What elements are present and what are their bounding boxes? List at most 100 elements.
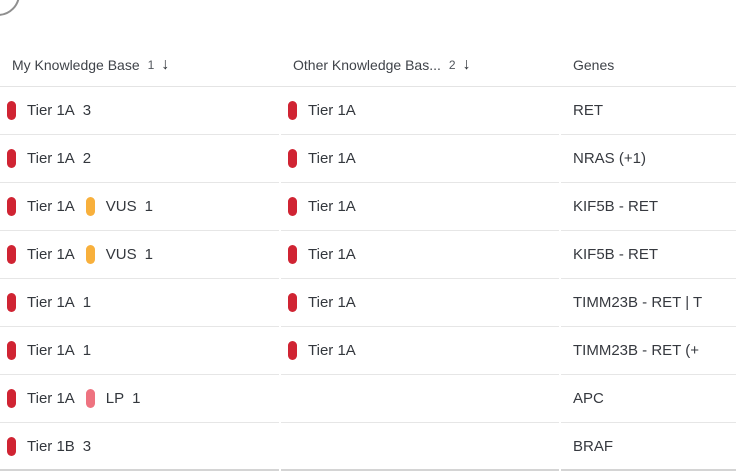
tier-badge: Tier 1A bbox=[288, 293, 356, 312]
variant-count: 3 bbox=[82, 102, 92, 119]
tier-label: Tier 1A bbox=[308, 150, 356, 167]
tier-pill-icon bbox=[85, 389, 95, 408]
column-header-other-knowledge-bases[interactable]: Other Knowledge Bas... 2 ↓ bbox=[281, 44, 559, 86]
genes-cell: KIF5B - RET bbox=[561, 183, 736, 231]
my-knowledge-base-cell: Tier 1A 1 bbox=[0, 327, 279, 375]
tier-label: VUS bbox=[105, 246, 137, 263]
tier-badge: Tier 1A 1 bbox=[7, 293, 91, 312]
my-knowledge-base-cell: Tier 1A VUS 1 bbox=[0, 231, 279, 279]
tier-pill-icon bbox=[7, 197, 16, 216]
column-label: My Knowledge Base bbox=[12, 57, 140, 73]
tier-badge: VUS 1 bbox=[85, 245, 153, 264]
column-header-my-knowledge-base[interactable]: My Knowledge Base 1 ↓ bbox=[0, 44, 279, 86]
tier-label: Tier 1A bbox=[308, 294, 356, 311]
tier-badge: Tier 1A bbox=[288, 341, 356, 360]
tier-pill-icon bbox=[288, 197, 297, 216]
variant-count: 1 bbox=[132, 390, 141, 407]
my-knowledge-base-cell: Tier 1A LP 1 bbox=[0, 375, 279, 423]
table-header-row: My Knowledge Base 1 ↓ Other Knowledge Ba… bbox=[0, 44, 736, 87]
tier-badge: Tier 1B 3 bbox=[7, 436, 92, 456]
sort-order-number: 2 bbox=[448, 58, 456, 72]
tier-pill-icon bbox=[7, 341, 16, 360]
variant-count: 1 bbox=[144, 246, 153, 263]
table-row[interactable]: Tier 1A VUS 1 Tier 1A KIF5B - RET bbox=[0, 231, 736, 279]
table-row[interactable]: Tier 1A VUS 1 Tier 1A KIF5B - RET bbox=[0, 183, 736, 231]
sort-order-number: 1 bbox=[147, 58, 155, 72]
column-header-genes[interactable]: Genes bbox=[561, 44, 736, 86]
tier-label: Tier 1A bbox=[308, 198, 356, 215]
tier-badge: Tier 1A 3 bbox=[7, 101, 91, 120]
tier-pill-icon bbox=[288, 149, 297, 168]
variant-count: 1 bbox=[82, 342, 92, 359]
variant-count: 3 bbox=[82, 437, 92, 455]
column-label: Genes bbox=[573, 57, 615, 73]
genes-cell: TIMM23B - RET | T bbox=[561, 279, 736, 327]
my-knowledge-base-cell: Tier 1A 3 bbox=[0, 87, 279, 135]
tier-pill-icon bbox=[85, 197, 95, 216]
genes-cell: NRAS (+1) bbox=[561, 135, 736, 183]
tier-pill-icon bbox=[7, 436, 16, 456]
other-knowledge-bases-cell: Tier 1A bbox=[281, 183, 559, 231]
my-knowledge-base-cell: Tier 1B 3 bbox=[0, 423, 279, 471]
variant-count: 2 bbox=[82, 150, 92, 167]
my-knowledge-base-cell: Tier 1A VUS 1 bbox=[0, 183, 279, 231]
table-row[interactable]: Tier 1B 3 BRAF bbox=[0, 423, 736, 471]
tier-badge: Tier 1A 2 bbox=[7, 149, 91, 168]
genes-cell: RET bbox=[561, 87, 736, 135]
other-knowledge-bases-cell: Tier 1A bbox=[281, 231, 559, 279]
tier-badge: Tier 1A 1 bbox=[7, 341, 91, 360]
tier-badge: Tier 1A bbox=[288, 245, 356, 264]
tier-pill-icon bbox=[288, 101, 297, 120]
tier-label: Tier 1A bbox=[27, 246, 75, 263]
table-row[interactable]: Tier 1A 3 Tier 1A RET bbox=[0, 87, 736, 135]
other-knowledge-bases-cell bbox=[281, 375, 559, 423]
sort-descending-arrow-icon[interactable]: ↓ bbox=[462, 56, 471, 73]
tier-badge: Tier 1A bbox=[288, 197, 356, 216]
genes-cell: BRAF bbox=[561, 423, 736, 471]
genes-cell: APC bbox=[561, 375, 736, 423]
tier-badge: Tier 1A bbox=[7, 197, 75, 216]
tier-label: Tier 1A bbox=[27, 342, 75, 359]
tier-label: Tier 1A bbox=[27, 102, 75, 119]
tier-badge: Tier 1A bbox=[7, 389, 75, 408]
table-row[interactable]: Tier 1A LP 1 APC bbox=[0, 375, 736, 423]
corner-arc-decoration bbox=[0, 0, 20, 16]
tier-label: Tier 1A bbox=[27, 294, 75, 311]
tier-badge: Tier 1A bbox=[7, 245, 75, 264]
variant-count: 1 bbox=[144, 198, 153, 215]
column-label: Other Knowledge Bas... bbox=[293, 57, 441, 73]
tier-label: Tier 1A bbox=[27, 150, 75, 167]
tier-badge: VUS 1 bbox=[85, 197, 153, 216]
tier-pill-icon bbox=[7, 389, 16, 408]
tier-pill-icon bbox=[7, 149, 16, 168]
tier-label: Tier 1A bbox=[308, 342, 356, 359]
tier-pill-icon bbox=[85, 245, 95, 264]
tier-badge: Tier 1A bbox=[288, 149, 356, 168]
tier-label: Tier 1B bbox=[27, 437, 75, 455]
tier-pill-icon bbox=[7, 293, 16, 312]
sort-descending-arrow-icon[interactable]: ↓ bbox=[161, 56, 170, 73]
tier-pill-icon bbox=[7, 245, 16, 264]
tier-label: Tier 1A bbox=[308, 102, 356, 119]
tier-pill-icon bbox=[288, 245, 297, 264]
tier-pill-icon bbox=[288, 341, 297, 360]
table-body: Tier 1A 3 Tier 1A RET Tier 1A 2 Tier 1A NR… bbox=[0, 87, 736, 471]
table-row[interactable]: Tier 1A 1 Tier 1A TIMM23B - RET | T bbox=[0, 279, 736, 327]
other-knowledge-bases-cell: Tier 1A bbox=[281, 327, 559, 375]
tier-label: LP bbox=[105, 390, 125, 407]
table-row[interactable]: Tier 1A 2 Tier 1A NRAS (+1) bbox=[0, 135, 736, 183]
variant-count: 1 bbox=[82, 294, 92, 311]
tier-label: Tier 1A bbox=[308, 246, 356, 263]
tier-label: VUS bbox=[105, 198, 137, 215]
tier-badge: LP 1 bbox=[85, 389, 141, 408]
genes-cell: KIF5B - RET bbox=[561, 231, 736, 279]
other-knowledge-bases-cell: Tier 1A bbox=[281, 279, 559, 327]
table-row[interactable]: Tier 1A 1 Tier 1A TIMM23B - RET (+ bbox=[0, 327, 736, 375]
tier-badge: Tier 1A bbox=[288, 101, 356, 120]
genes-cell: TIMM23B - RET (+ bbox=[561, 327, 736, 375]
other-knowledge-bases-cell bbox=[281, 423, 559, 471]
tier-pill-icon bbox=[7, 101, 16, 120]
tier-label: Tier 1A bbox=[27, 198, 75, 215]
tier-pill-icon bbox=[288, 293, 297, 312]
